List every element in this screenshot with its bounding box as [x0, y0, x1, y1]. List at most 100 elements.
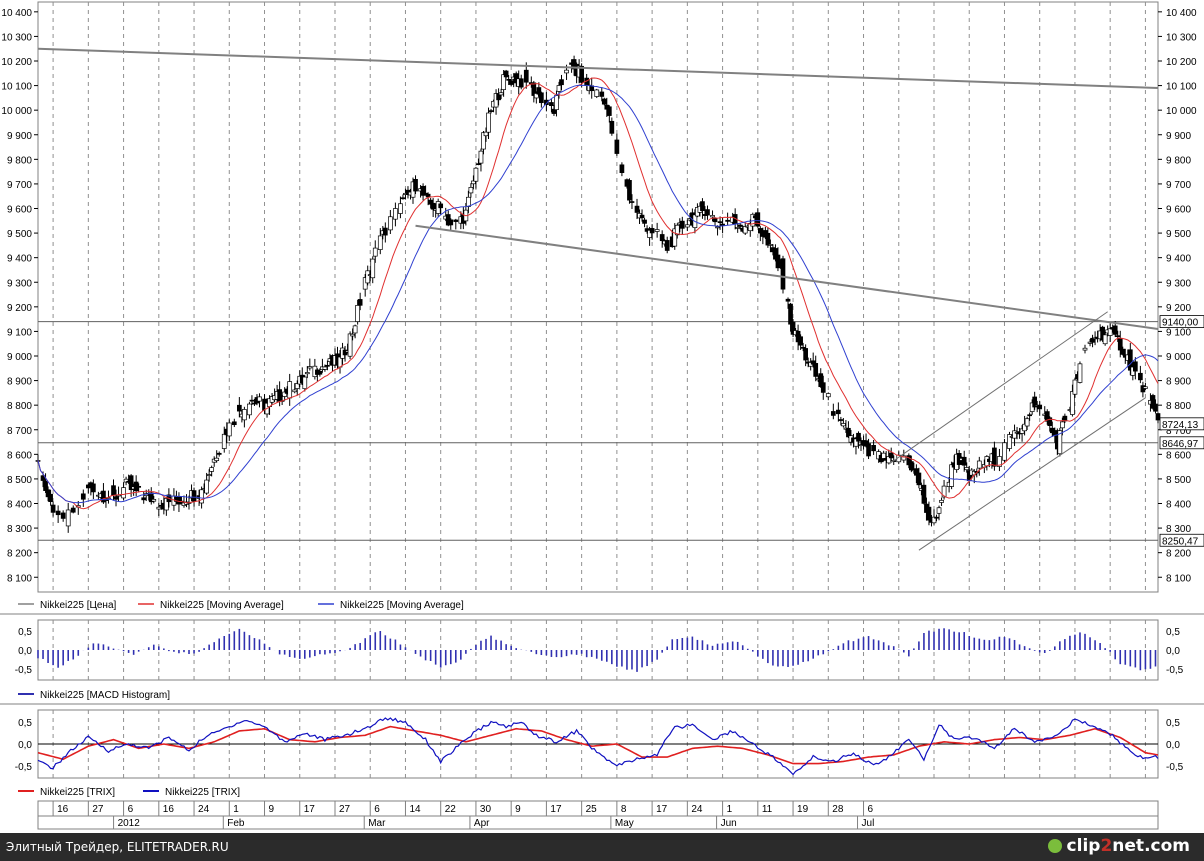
- candle-body: [747, 223, 753, 232]
- month-tick-label: 2012: [118, 818, 141, 829]
- candle-body: [325, 364, 330, 367]
- candle-body: [55, 510, 61, 516]
- day-tick-label: 6: [128, 804, 134, 815]
- candle-body: [866, 443, 871, 457]
- day-tick-label: 16: [163, 804, 175, 815]
- candle-body: [1072, 379, 1078, 395]
- candle-body: [1155, 413, 1161, 421]
- day-tick-label: 28: [832, 804, 844, 815]
- candle-body: [1027, 414, 1032, 417]
- price-right-tick-label: 9 700: [1166, 180, 1191, 191]
- candle-body: [506, 78, 512, 81]
- candle-body: [997, 456, 1002, 467]
- candle-body: [282, 391, 288, 397]
- candle-body: [820, 382, 826, 393]
- price-right-tick-label: 10 300: [1166, 32, 1197, 43]
- price-left-tick-label: 9 700: [7, 180, 32, 191]
- candle-body: [438, 203, 444, 209]
- candle-body: [471, 180, 476, 185]
- footer-bar: Элитный Трейдер, ELITETRADER.RU clip2net…: [0, 833, 1204, 861]
- candle-body: [1143, 386, 1148, 389]
- candle-body: [156, 506, 162, 510]
- candle-body: [619, 164, 625, 174]
- candle-body: [556, 85, 562, 92]
- clip2net-logo[interactable]: clip2net.com: [1047, 836, 1190, 856]
- candle-body: [498, 92, 504, 96]
- candle-body: [601, 98, 607, 105]
- candle-body: [317, 370, 323, 375]
- candle-body: [294, 383, 300, 389]
- candle-body: [664, 240, 670, 251]
- candle-body: [1087, 341, 1093, 344]
- candle-body: [453, 219, 459, 222]
- day-tick-label: 11: [762, 804, 773, 815]
- candle-body: [838, 419, 844, 421]
- candle-body: [717, 221, 723, 223]
- candle-body: [226, 422, 232, 437]
- price-left-tick-label: 10 200: [1, 57, 32, 68]
- price-left-tick-label: 8 600: [7, 450, 32, 461]
- price-right-tick-label: 9 500: [1166, 229, 1191, 240]
- candle-body: [468, 187, 474, 194]
- price-left-tick-label: 8 500: [7, 475, 32, 486]
- price-right-tick-label: 9 100: [1166, 327, 1191, 338]
- price-right-tick-label: 8 500: [1166, 475, 1191, 486]
- candle-body: [48, 493, 53, 502]
- candle-body: [788, 303, 793, 325]
- logo-part-b: 2: [1100, 836, 1113, 856]
- ma-fast-line: [37, 77, 1159, 510]
- price-left-tick-label: 9 100: [7, 327, 32, 338]
- price-left-tick-label: 9 400: [7, 254, 32, 265]
- candle-body: [976, 460, 982, 469]
- candle-body: [1012, 430, 1017, 439]
- price-left-tick-label: 8 400: [7, 500, 32, 511]
- trend-line: [37, 47, 1159, 90]
- candle-body: [496, 93, 501, 101]
- candle-body: [768, 244, 773, 246]
- candle-body: [287, 381, 293, 399]
- candle-body: [800, 346, 806, 349]
- candle-body: [518, 78, 524, 88]
- candle-body: [231, 421, 237, 426]
- day-tick-label: 30: [480, 804, 492, 815]
- candle-body: [679, 220, 685, 229]
- price-left-tick-label: 9 500: [7, 229, 32, 240]
- candle-body: [712, 217, 718, 223]
- candle-body: [606, 106, 612, 116]
- price-right-tick-label: 8 100: [1166, 573, 1191, 584]
- candle-body: [60, 512, 66, 519]
- candle-body: [559, 79, 564, 86]
- legend-label: Nikkei225 [Цена]: [40, 600, 117, 611]
- candle-body: [554, 95, 559, 111]
- candle-body: [961, 456, 967, 466]
- candle-body: [302, 376, 308, 390]
- candle-body: [609, 120, 615, 134]
- candle-body: [659, 234, 665, 242]
- candle-body: [798, 336, 803, 346]
- trix-right-tick-label: 0,5: [1166, 718, 1180, 729]
- candle-body: [206, 474, 212, 476]
- candle-body: [1100, 326, 1105, 341]
- candle-body: [151, 499, 157, 502]
- price-right-tick-label: 10 400: [1166, 8, 1197, 19]
- candle-body: [473, 167, 479, 182]
- candle-body: [564, 69, 569, 74]
- candle-body: [372, 247, 378, 257]
- candle-body: [931, 516, 937, 524]
- candle-body: [700, 201, 705, 211]
- trix-right-tick-label: 0,0: [1166, 740, 1180, 751]
- logo-part-a: clip: [1066, 836, 1101, 856]
- price-right-tick-label: 10 200: [1166, 57, 1197, 68]
- price-left-tick-label: 9 900: [7, 131, 32, 142]
- candle-body: [1150, 395, 1156, 409]
- candle-body: [941, 485, 947, 498]
- candle-body: [347, 333, 353, 357]
- candle-body: [199, 489, 204, 504]
- candle-body: [803, 348, 808, 361]
- price-label-text: 8646,97: [1162, 439, 1199, 450]
- price-label-box: [1159, 436, 1204, 450]
- candle-body: [292, 389, 298, 393]
- candle-body: [629, 201, 635, 203]
- price-left-tick-label: 9 200: [7, 303, 32, 314]
- candle-body: [992, 447, 997, 467]
